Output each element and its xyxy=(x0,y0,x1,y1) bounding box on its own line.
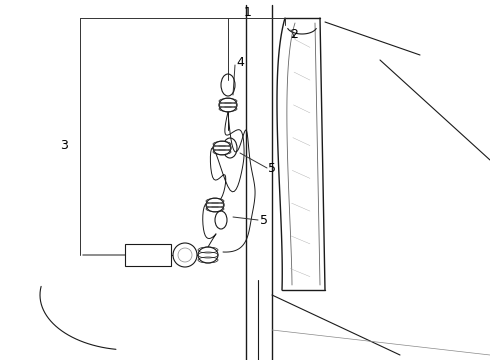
FancyBboxPatch shape xyxy=(125,244,171,266)
Text: 5: 5 xyxy=(260,213,268,226)
Text: 5: 5 xyxy=(268,162,276,175)
Text: 2: 2 xyxy=(290,28,298,41)
Text: 4: 4 xyxy=(236,55,244,68)
Text: 1: 1 xyxy=(244,5,252,18)
Text: 3: 3 xyxy=(60,139,68,152)
Ellipse shape xyxy=(206,198,224,212)
Ellipse shape xyxy=(219,98,237,112)
Circle shape xyxy=(173,243,197,267)
Ellipse shape xyxy=(198,247,218,263)
Ellipse shape xyxy=(213,141,231,155)
